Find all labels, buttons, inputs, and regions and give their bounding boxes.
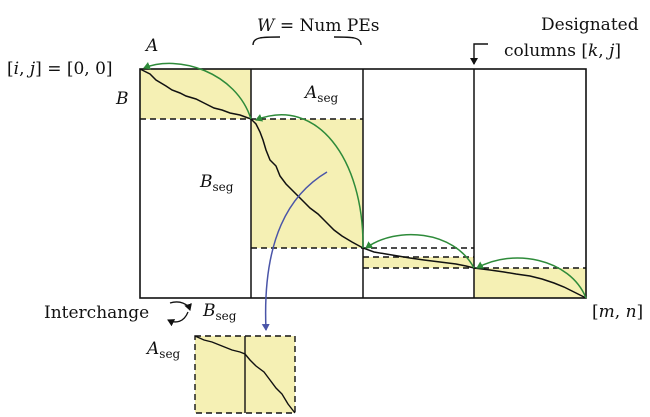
alignment-path	[139, 68, 587, 299]
interchange-path	[194, 335, 296, 414]
green-arc-third	[365, 233, 475, 269]
w-brace-left	[252, 36, 281, 46]
designated-label-line2: columns [k, j]	[504, 41, 621, 61]
green-arc-a-seg	[255, 114, 364, 249]
origin-label: [i, j] = [0, 0]	[7, 59, 113, 79]
interchange-swap-arrows-back	[167, 311, 189, 327]
b-left-label: B	[115, 89, 129, 109]
segment-third-region	[363, 257, 474, 268]
segment-a-seg-b-seg-region	[251, 119, 363, 248]
interchange-label: Interchange	[44, 303, 149, 323]
w-num-pes-label: W = Num PEs	[257, 16, 379, 36]
segment-fourth-region	[474, 268, 586, 298]
green-arc-fourth	[476, 257, 587, 299]
designated-label-line1: Designated	[541, 15, 639, 35]
green-arc-a-to-b	[143, 62, 252, 120]
blue-arrow-to-interchange	[261, 171, 328, 331]
interchange-swap-arrows	[169, 301, 192, 311]
segment-a-b-region	[140, 69, 251, 119]
designated-pointer	[470, 43, 488, 65]
a-seg-label: Aseg	[303, 83, 339, 105]
a-top-label: A	[144, 36, 158, 56]
a-seg-swap-label: Aseg	[145, 339, 181, 361]
w-brace-right	[333, 36, 362, 46]
b-seg-label: Bseg	[199, 172, 234, 194]
end-label: [m, n]	[592, 302, 643, 322]
b-seg-swap-label: Bseg	[202, 301, 237, 323]
